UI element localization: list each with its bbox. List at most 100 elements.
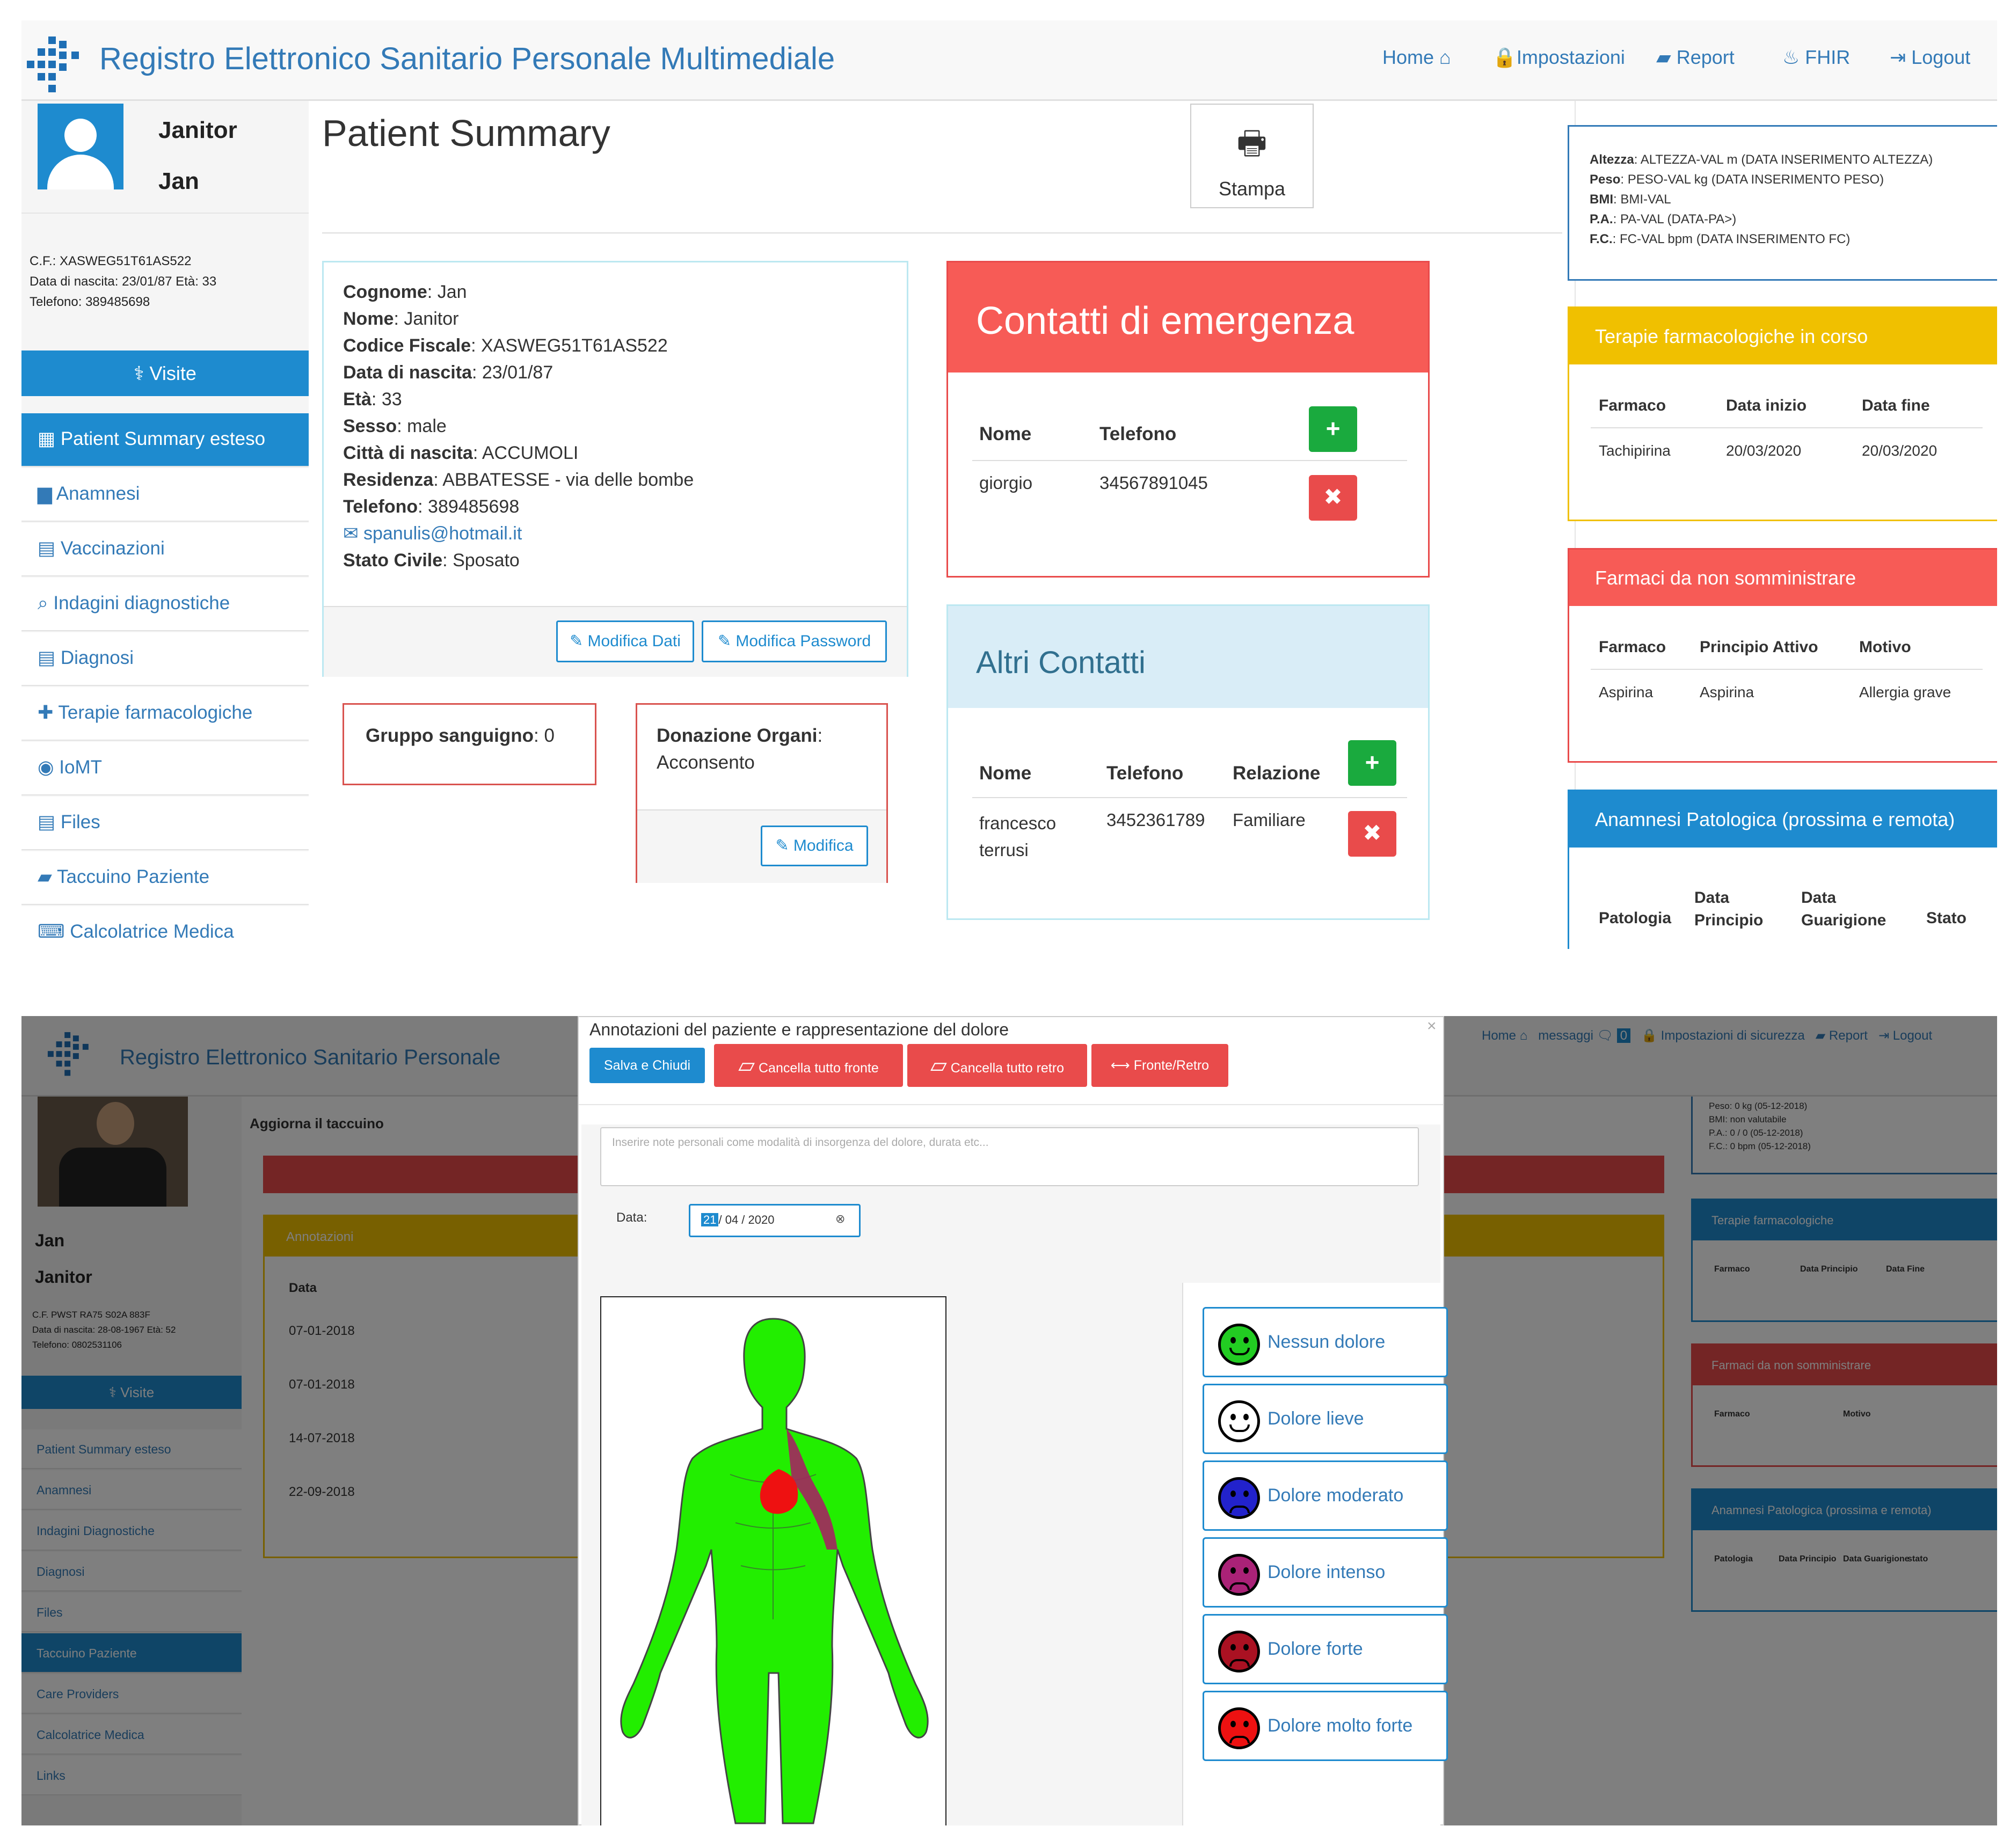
save-close-button[interactable]: Salva e Chiudi — [589, 1048, 705, 1083]
nodrugs-col-reason: Motivo — [1859, 638, 1911, 656]
detail-row: Età: 33 — [343, 389, 402, 410]
pencil-icon: ✎ — [570, 632, 584, 650]
vital-row: P.A.: PA-VAL (DATA-PA>) — [1590, 212, 1737, 227]
date-label: Data: — [616, 1210, 647, 1225]
print-button[interactable]: 🖶 Stampa — [1190, 104, 1314, 208]
visits-button[interactable]: ⚕ Visite — [21, 350, 309, 396]
fire-icon: ♨ — [1782, 46, 1800, 68]
nav-logout[interactable]: ⇥ Logout — [1890, 46, 1971, 68]
pain-modal: Annotazioni del paziente e rappresentazi… — [578, 1016, 1448, 1825]
others-col-relation: Relazione — [1233, 763, 1321, 784]
emergency-col-name: Nome — [979, 423, 1032, 444]
sidebar-item-patient-summary[interactable]: ▦ Patient Summary esteso — [21, 413, 309, 467]
body-canvas[interactable] — [600, 1296, 946, 1825]
anamnesis-col-state: Stato — [1926, 909, 1966, 927]
page-title: Patient Summary — [322, 112, 610, 154]
sidebar-item-diagnosi[interactable]: ▤ Diagnosi — [21, 632, 309, 686]
keyboard-icon: ⌨ — [38, 921, 65, 942]
eraser-icon: ▱ — [738, 1054, 755, 1077]
sidebar-item-vaccinazioni[interactable]: ▤ Vaccinazioni — [21, 523, 309, 576]
patient-dob: Data di nascita: 23/01/87 Età: 33 — [30, 274, 217, 289]
other-contact-phone: 3452361789 — [1106, 810, 1205, 830]
logo-icon — [27, 36, 79, 92]
anamnesis-panel: Anamnesi Patologica (prossima e remota) … — [1568, 790, 1997, 949]
bottom-screenshot: Registro Elettronico Sanitario Personale… — [21, 1016, 1997, 1825]
clear-date-icon[interactable]: ⊗ — [835, 1212, 846, 1225]
pain-level-button[interactable]: Dolore lieve — [1203, 1384, 1448, 1454]
date-input[interactable]: 21/ 04 / 2020 ⊗ — [689, 1204, 861, 1237]
nav-fhir[interactable]: ♨ FHIR — [1782, 46, 1851, 68]
face-icon — [1218, 1631, 1260, 1672]
others-col-name: Nome — [979, 763, 1032, 784]
patient-last-name: Jan — [158, 168, 199, 194]
pain-level-button[interactable]: Dolore moderato — [1203, 1460, 1448, 1531]
nav-home[interactable]: Home ⌂ — [1382, 46, 1451, 68]
pencil-icon: ✎ — [775, 837, 789, 854]
panel-footer: ✎ Modifica Dati ✎ Modifica Password — [324, 606, 907, 677]
file-icon: ▤ — [38, 812, 56, 832]
pain-level-label: Dolore lieve — [1268, 1408, 1364, 1429]
vital-row: F.C.: FC-VAL bpm (DATA INSERIMENTO FC) — [1590, 232, 1851, 246]
date-day-selected: 21 — [701, 1213, 719, 1226]
nodrugs-panel: Farmaci da non somministrare Farmaco Pri… — [1568, 548, 1997, 763]
sidebar-item-taccuino[interactable]: ▰ Taccuino Paziente — [21, 851, 309, 905]
close-icon: ✖ — [1363, 820, 1382, 845]
pain-level-button[interactable]: Nessun dolore — [1203, 1307, 1448, 1377]
notes-textarea[interactable]: Inserire note personali come modalità di… — [600, 1127, 1419, 1186]
emergency-title: Contatti di emergenza — [948, 262, 1428, 372]
blood-group-box: Gruppo sanguigno: 0 — [343, 703, 596, 785]
detail-row: Sesso: male — [343, 416, 447, 436]
detail-row: Cognome: Jan — [343, 282, 467, 302]
emergency-contact-name: giorgio — [979, 473, 1033, 493]
brand-title[interactable]: Registro Elettronico Sanitario Personale… — [99, 41, 835, 76]
sidebar-item-iomt[interactable]: ◉ IoMT — [21, 742, 309, 795]
envelope-icon: ✉ — [343, 523, 359, 544]
sidebar-item-anamnesi[interactable]: ▆ Anamnesi — [21, 468, 309, 522]
add-contact-button[interactable]: + — [1348, 740, 1396, 786]
edit-password-button[interactable]: ✎ Modifica Password — [702, 620, 887, 662]
sidebar-item-calcolatrice[interactable]: ⌨ Calcolatrice Medica — [21, 906, 309, 949]
edit-data-button[interactable]: ✎ Modifica Dati — [556, 620, 694, 662]
patient-details-panel: Cognome: Jan Nome: Janitor Codice Fiscale:… — [322, 261, 908, 677]
add-emergency-button[interactable]: + — [1309, 406, 1357, 452]
delete-emergency-button[interactable]: ✖ — [1309, 475, 1357, 521]
eraser-icon: ▱ — [930, 1054, 947, 1077]
body-section: Nessun dolore Dolore lieve Dolore moderato… — [581, 1280, 1448, 1825]
sidebar-item-indagini[interactable]: ⌕ Indagini diagnostiche — [21, 578, 309, 631]
patient-phone: Telefono: 389485698 — [30, 295, 150, 309]
sidebar-item-terapie[interactable]: ✚ Terapie farmacologiche — [21, 687, 309, 741]
nav-report[interactable]: ▰ Report — [1656, 46, 1735, 68]
therapies-col-start: Data inizio — [1726, 397, 1807, 414]
pain-level-button[interactable]: Dolore intenso — [1203, 1537, 1448, 1608]
pain-level-button[interactable]: Dolore forte — [1203, 1614, 1448, 1684]
pain-area-chest — [760, 1469, 798, 1514]
plus-icon: + — [1365, 748, 1380, 776]
flip-button[interactable]: ⟷ Fronte/Retro — [1091, 1044, 1228, 1087]
other-contacts-title: Altri Contatti — [948, 606, 1428, 708]
delete-contact-button[interactable]: ✖ — [1348, 811, 1396, 857]
civil-status: Stato Civile: Sposato — [343, 550, 520, 571]
pain-level-label: Nessun dolore — [1268, 1332, 1386, 1352]
sidebar-item-files[interactable]: ▤ Files — [21, 797, 309, 850]
patient-details-list: Cognome: Jan Nome: Janitor Codice Fiscale:… — [343, 279, 694, 520]
organ-edit-button[interactable]: ✎ Modifica — [761, 826, 868, 866]
nodrugs-col-drug: Farmaco — [1599, 638, 1666, 656]
patient-card: Janitor Jan — [21, 101, 309, 214]
other-contact-relation: Familiare — [1233, 810, 1306, 830]
therapy-drug: Tachipirina — [1599, 442, 1671, 459]
nav-impostazioni[interactable]: 🔒Impostazioni — [1492, 46, 1625, 68]
pain-level-button[interactable]: Dolore molto forte — [1203, 1691, 1448, 1761]
table-icon: ▦ — [38, 428, 56, 449]
pain-stroke-arm — [786, 1429, 837, 1550]
home-icon: ⌂ — [1439, 46, 1451, 68]
pain-level-label: Dolore moderato — [1268, 1485, 1404, 1506]
pain-level-label: Dolore intenso — [1268, 1562, 1386, 1582]
therapies-title: Terapie farmacologiche in corso — [1569, 308, 1997, 364]
clear-front-button[interactable]: ▱ Cancella tutto fronte — [714, 1044, 903, 1087]
clear-back-button[interactable]: ▱ Cancella tutto retro — [907, 1044, 1087, 1087]
anamnesis-col-start: Data Principio — [1694, 889, 1764, 929]
patient-email[interactable]: ✉ spanulis@hotmail.it — [343, 523, 522, 544]
anamnesis-title: Anamnesi Patologica (prossima e remota) — [1569, 791, 1997, 848]
modal-close-icon[interactable]: × — [1427, 1017, 1437, 1035]
pencil-icon: ✎ — [717, 632, 732, 650]
